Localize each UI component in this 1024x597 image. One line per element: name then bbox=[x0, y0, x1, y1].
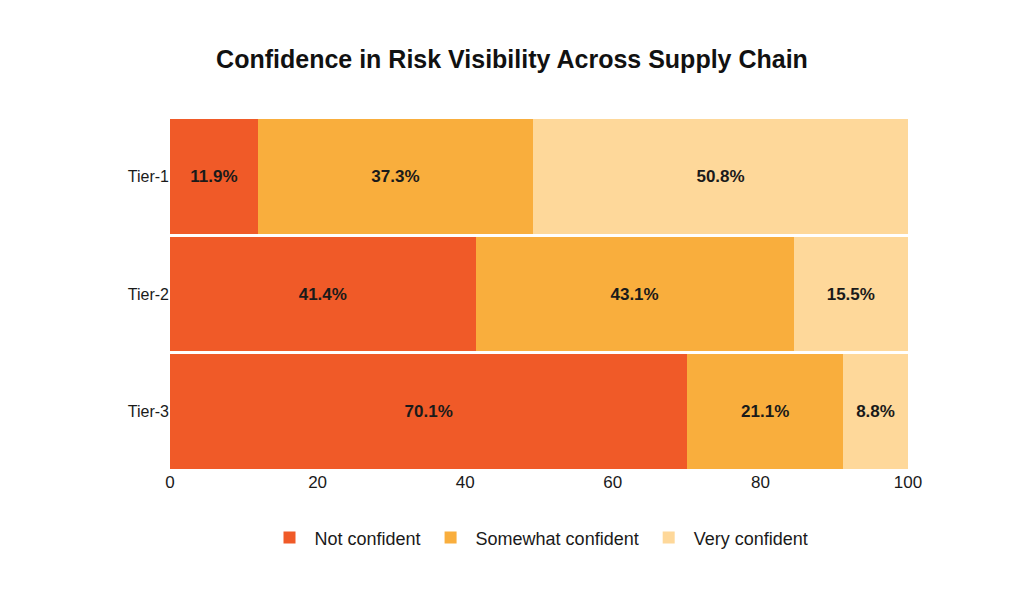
svg-text:40: 40 bbox=[456, 473, 475, 492]
svg-text:Tier-2: Tier-2 bbox=[128, 286, 169, 303]
svg-text:20: 20 bbox=[308, 473, 327, 492]
svg-text:100: 100 bbox=[894, 473, 922, 492]
svg-text:Somewhat confident: Somewhat confident bbox=[476, 529, 639, 549]
svg-text:60: 60 bbox=[603, 473, 622, 492]
svg-text:Very confident: Very confident bbox=[694, 529, 808, 549]
svg-text:15.5%: 15.5% bbox=[827, 285, 875, 304]
svg-text:43.1%: 43.1% bbox=[610, 285, 658, 304]
svg-text:0: 0 bbox=[165, 473, 174, 492]
svg-text:21.1%: 21.1% bbox=[741, 402, 789, 421]
svg-text:11.9%: 11.9% bbox=[190, 167, 237, 186]
svg-text:8.8%: 8.8% bbox=[856, 402, 895, 421]
svg-text:37.3%: 37.3% bbox=[371, 167, 419, 186]
svg-text:Tier-3: Tier-3 bbox=[128, 403, 169, 420]
svg-text:50.8%: 50.8% bbox=[696, 167, 744, 186]
svg-text:80: 80 bbox=[751, 473, 770, 492]
svg-text:Confidence in Risk Visibility: Confidence in Risk Visibility Across Sup… bbox=[216, 45, 808, 73]
svg-text:70.1%: 70.1% bbox=[405, 402, 453, 421]
svg-text:41.4%: 41.4% bbox=[299, 285, 347, 304]
svg-text:Not confident: Not confident bbox=[315, 529, 421, 549]
svg-text:Tier-1: Tier-1 bbox=[128, 168, 169, 185]
